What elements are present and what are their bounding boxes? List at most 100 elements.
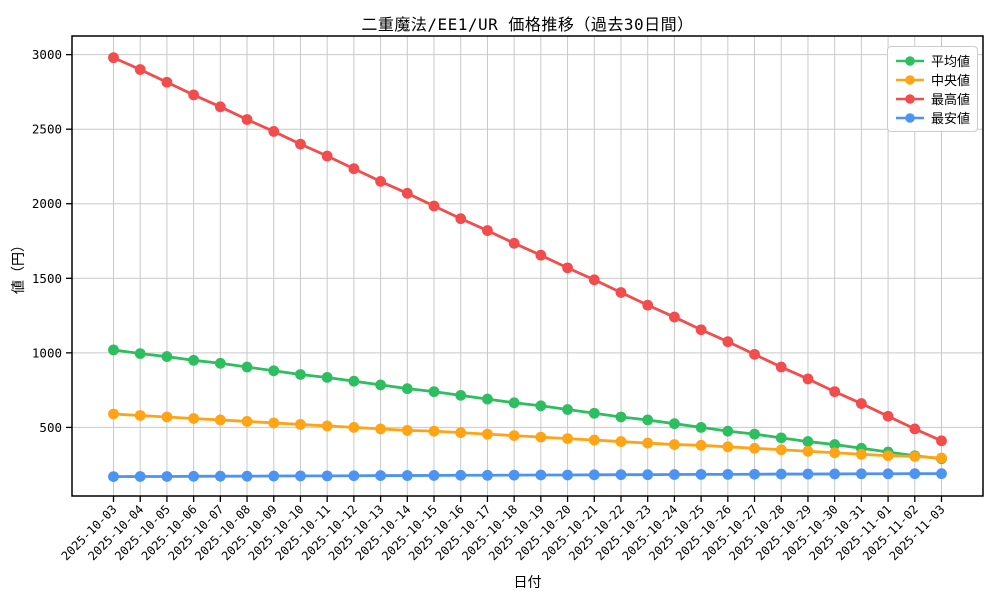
series-point-median [829,447,841,459]
series-point-max [669,311,680,323]
series-point-median [108,408,119,420]
series-point-median [214,414,226,426]
series-point-min [188,470,200,482]
tick-label-y: 1000 [32,345,62,360]
series-point-min [802,468,814,480]
series-line-min [112,472,943,479]
series-point-max [882,410,894,422]
series-point-average [508,397,520,409]
legend-marker-min-icon [896,112,924,123]
series-point-average [802,436,814,447]
series-point-min [321,470,333,482]
series-point-max [241,114,253,125]
series-point-median [134,410,146,421]
series-point-average [214,357,226,369]
series-point-median [936,452,947,464]
legend-item-max: 最高値 [895,90,970,108]
series-point-min [642,469,654,481]
series-point-min [722,468,734,480]
series-point-median [909,451,921,462]
series-point-average [722,425,734,437]
series-point-max [375,175,386,187]
series-point-min [295,470,306,482]
series-point-median [882,450,894,462]
series-point-max [615,287,627,298]
series-point-min [855,468,867,480]
series-point-average [108,344,119,356]
series-point-min [268,470,280,482]
series-point-min [375,470,386,481]
series-point-median [669,439,680,450]
legend-label-average: 平均値 [930,55,970,70]
series-point-max [562,262,573,274]
series-point-median [855,448,867,460]
series-point-average [615,411,627,423]
series-point-median [401,424,413,436]
series-point-average [669,418,680,430]
series-point-max [348,163,360,175]
series-point-min [749,468,760,480]
series-point-max [749,348,760,360]
series-point-max [321,150,333,162]
series-point-min [108,471,119,483]
series-point-median [588,434,600,446]
series-point-min [455,469,467,481]
legend-marker-max-icon [896,93,924,104]
series-point-max [295,138,306,150]
series-point-median [695,439,707,451]
series-point-min [508,469,520,481]
series-line-max [112,56,943,443]
series-point-average [134,348,146,360]
series-point-median [642,437,654,449]
chart-title: 二重魔法/EE1/UR 価格推移（過去30日間） [361,15,694,34]
series-point-max [188,89,200,101]
series-point-max [428,200,440,212]
series-point-max [134,64,146,75]
series-line-average [112,348,943,461]
series-point-min [775,468,787,480]
series-point-max [214,101,226,113]
series-point-median [321,420,333,432]
tick-label-y: 2000 [32,196,62,211]
series-point-median [188,413,200,424]
series-point-median [348,422,360,433]
series-point-min [161,471,173,482]
series-point-max [829,386,841,398]
axes-spines [71,35,984,497]
series-point-min [669,469,680,480]
series-point-median [428,425,440,437]
series-point-median [455,427,467,439]
legend-marker-average-icon [896,55,924,66]
series-point-max [588,274,600,286]
series-point-average [588,407,600,419]
series-point-max [695,324,707,336]
series-point-average [535,400,547,412]
series-point-median [482,428,493,440]
series-point-median [615,436,627,447]
series-point-max [802,373,814,385]
series-point-max [401,187,413,199]
series-point-min [695,468,707,480]
series-point-average [695,422,707,433]
series-point-min [909,468,921,480]
series-point-min [829,468,841,480]
legend-label-median: 中央値 [930,74,970,89]
series-point-max [855,398,867,409]
series-line-median [112,412,943,460]
tick-label-y: 3000 [32,47,62,62]
series-point-min [214,470,226,482]
legend-item-min: 最安値 [895,109,970,127]
series-point-min [348,470,360,482]
legend: 平均値 中央値 最高値 最安値 [887,46,978,132]
series-point-average [268,365,280,377]
series-point-max [936,435,947,447]
legend-label-max: 最高値 [930,93,970,108]
series-point-average [375,379,386,391]
series-point-max [775,361,787,373]
series-point-average [348,375,360,387]
series-point-average [241,361,253,373]
series-point-min [241,470,253,482]
legend-label-min: 最安値 [930,112,970,127]
tick-label-y: 2500 [32,122,62,137]
tick-label-y: 1500 [32,271,62,286]
